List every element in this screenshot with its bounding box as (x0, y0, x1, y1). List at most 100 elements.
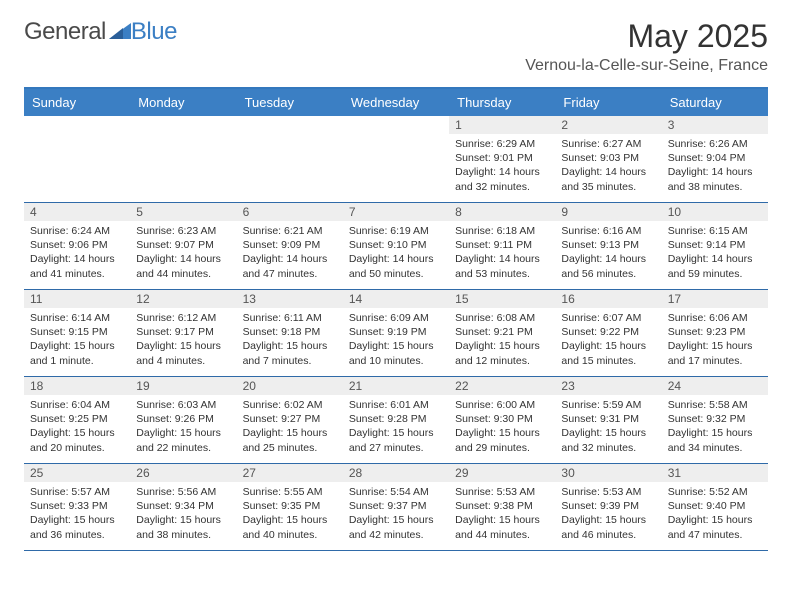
day-number: 16 (555, 290, 661, 308)
day-number: 2 (555, 116, 661, 134)
sunrise: Sunrise: 5:59 AM (561, 398, 655, 412)
daylight: Daylight: 15 hours and 4 minutes. (136, 339, 230, 367)
day-cell: 3Sunrise: 6:26 AMSunset: 9:04 PMDaylight… (662, 116, 768, 202)
day-info: Sunrise: 6:19 AMSunset: 9:10 PMDaylight:… (349, 224, 443, 281)
day-cell: 16 Sunrise: 6:07 AMSunset: 9:22 PMDayligh… (555, 290, 661, 376)
sunrise: Sunrise: 6:24 AM (30, 224, 124, 238)
logo: General Blue (24, 18, 177, 46)
day-number: 7 (343, 203, 449, 221)
sunset: Sunset: 9:17 PM (136, 325, 230, 339)
day-info: Sunrise: 6:01 AMSunset: 9:28 PMDaylight:… (349, 398, 443, 455)
day-number: 28 (343, 464, 449, 482)
day-info: Sunrise: 6:26 AMSunset: 9:04 PMDaylight:… (668, 137, 762, 194)
sunset: Sunset: 9:03 PM (561, 151, 655, 165)
sunrise: Sunrise: 6:11 AM (243, 311, 337, 325)
sunrise: Sunrise: 6:01 AM (349, 398, 443, 412)
day-cell: 31Sunrise: 5:52 AMSunset: 9:40 PMDayligh… (662, 464, 768, 550)
sunrise: Sunrise: 6:19 AM (349, 224, 443, 238)
sunset: Sunset: 9:39 PM (561, 499, 655, 513)
day-cell: 29 Sunrise: 5:53 AMSunset: 9:38 PMDayligh… (449, 464, 555, 550)
sunrise: Sunrise: 6:00 AM (455, 398, 549, 412)
day-info: Sunrise: 6:07 AMSunset: 9:22 PMDaylight:… (561, 311, 655, 368)
sunrise: Sunrise: 6:21 AM (243, 224, 337, 238)
daylight: Daylight: 15 hours and 12 minutes. (455, 339, 549, 367)
day-header: Friday (555, 89, 661, 116)
sunrise: Sunrise: 6:08 AM (455, 311, 549, 325)
day-number (130, 116, 236, 133)
day-cell: 11Sunrise: 6:14 AMSunset: 9:15 PMDayligh… (24, 290, 130, 376)
day-cell (24, 116, 130, 202)
daylight: Daylight: 15 hours and 44 minutes. (455, 513, 549, 541)
sunrise: Sunrise: 5:55 AM (243, 485, 337, 499)
sunrise: Sunrise: 6:15 AM (668, 224, 762, 238)
day-info: Sunrise: 6:12 AMSunset: 9:17 PMDaylight:… (136, 311, 230, 368)
sunrise: Sunrise: 6:02 AM (243, 398, 337, 412)
day-cell: 12 Sunrise: 6:12 AMSunset: 9:17 PMDayligh… (130, 290, 236, 376)
day-cell: 13 Sunrise: 6:11 AMSunset: 9:18 PMDayligh… (237, 290, 343, 376)
sunset: Sunset: 9:22 PM (561, 325, 655, 339)
day-cell: 4Sunrise: 6:24 AMSunset: 9:06 PMDaylight… (24, 203, 130, 289)
day-info: Sunrise: 6:27 AMSunset: 9:03 PMDaylight:… (561, 137, 655, 194)
week-row: 25Sunrise: 5:57 AMSunset: 9:33 PMDayligh… (24, 464, 768, 551)
sunrise: Sunrise: 6:14 AM (30, 311, 124, 325)
sunset: Sunset: 9:37 PM (349, 499, 443, 513)
sunset: Sunset: 9:06 PM (30, 238, 124, 252)
day-info: Sunrise: 6:11 AMSunset: 9:18 PMDaylight:… (243, 311, 337, 368)
sunset: Sunset: 9:27 PM (243, 412, 337, 426)
day-header: Monday (130, 89, 236, 116)
daylight: Daylight: 15 hours and 10 minutes. (349, 339, 443, 367)
day-cell: 14Sunrise: 6:09 AMSunset: 9:19 PMDayligh… (343, 290, 449, 376)
daylight: Daylight: 15 hours and 38 minutes. (136, 513, 230, 541)
sunset: Sunset: 9:32 PM (668, 412, 762, 426)
calendar: SundayMondayTuesdayWednesdayThursdayFrid… (24, 87, 768, 551)
sunset: Sunset: 9:40 PM (668, 499, 762, 513)
sunrise: Sunrise: 6:23 AM (136, 224, 230, 238)
sunset: Sunset: 9:15 PM (30, 325, 124, 339)
day-number: 15 (449, 290, 555, 308)
day-number: 19 (130, 377, 236, 395)
day-number: 8 (449, 203, 555, 221)
day-cell: 25Sunrise: 5:57 AMSunset: 9:33 PMDayligh… (24, 464, 130, 550)
sunrise: Sunrise: 6:26 AM (668, 137, 762, 151)
location: Vernou-la-Celle-sur-Seine, France (525, 57, 768, 75)
sunset: Sunset: 9:35 PM (243, 499, 337, 513)
daylight: Daylight: 15 hours and 29 minutes. (455, 426, 549, 454)
day-number: 14 (343, 290, 449, 308)
day-info: Sunrise: 5:53 AMSunset: 9:38 PMDaylight:… (455, 485, 549, 542)
day-number: 13 (237, 290, 343, 308)
sunset: Sunset: 9:19 PM (349, 325, 443, 339)
sunset: Sunset: 9:14 PM (668, 238, 762, 252)
daylight: Daylight: 14 hours and 47 minutes. (243, 252, 337, 280)
day-number: 10 (662, 203, 768, 221)
day-info: Sunrise: 6:03 AMSunset: 9:26 PMDaylight:… (136, 398, 230, 455)
day-number: 12 (130, 290, 236, 308)
day-cell (130, 116, 236, 202)
sunrise: Sunrise: 6:29 AM (455, 137, 549, 151)
day-info: Sunrise: 5:52 AMSunset: 9:40 PMDaylight:… (668, 485, 762, 542)
sunset: Sunset: 9:09 PM (243, 238, 337, 252)
day-number: 17 (662, 290, 768, 308)
day-number: 11 (24, 290, 130, 308)
sunrise: Sunrise: 5:58 AM (668, 398, 762, 412)
sunrise: Sunrise: 5:57 AM (30, 485, 124, 499)
day-number: 27 (237, 464, 343, 482)
day-header: Saturday (662, 89, 768, 116)
day-info: Sunrise: 6:29 AMSunset: 9:01 PMDaylight:… (455, 137, 549, 194)
day-number: 29 (449, 464, 555, 482)
day-number: 26 (130, 464, 236, 482)
day-cell: 27Sunrise: 5:55 AMSunset: 9:35 PMDayligh… (237, 464, 343, 550)
sunset: Sunset: 9:25 PM (30, 412, 124, 426)
daylight: Daylight: 14 hours and 56 minutes. (561, 252, 655, 280)
day-info: Sunrise: 6:18 AMSunset: 9:11 PMDaylight:… (455, 224, 549, 281)
daylight: Daylight: 15 hours and 47 minutes. (668, 513, 762, 541)
day-number: 9 (555, 203, 661, 221)
day-info: Sunrise: 5:57 AMSunset: 9:33 PMDaylight:… (30, 485, 124, 542)
day-header: Wednesday (343, 89, 449, 116)
sunrise: Sunrise: 5:56 AM (136, 485, 230, 499)
sunset: Sunset: 9:26 PM (136, 412, 230, 426)
sunrise: Sunrise: 5:52 AM (668, 485, 762, 499)
day-number (24, 116, 130, 133)
day-cell: 2 Sunrise: 6:27 AMSunset: 9:03 PMDaylight… (555, 116, 661, 202)
sunrise: Sunrise: 5:54 AM (349, 485, 443, 499)
daylight: Daylight: 15 hours and 15 minutes. (561, 339, 655, 367)
